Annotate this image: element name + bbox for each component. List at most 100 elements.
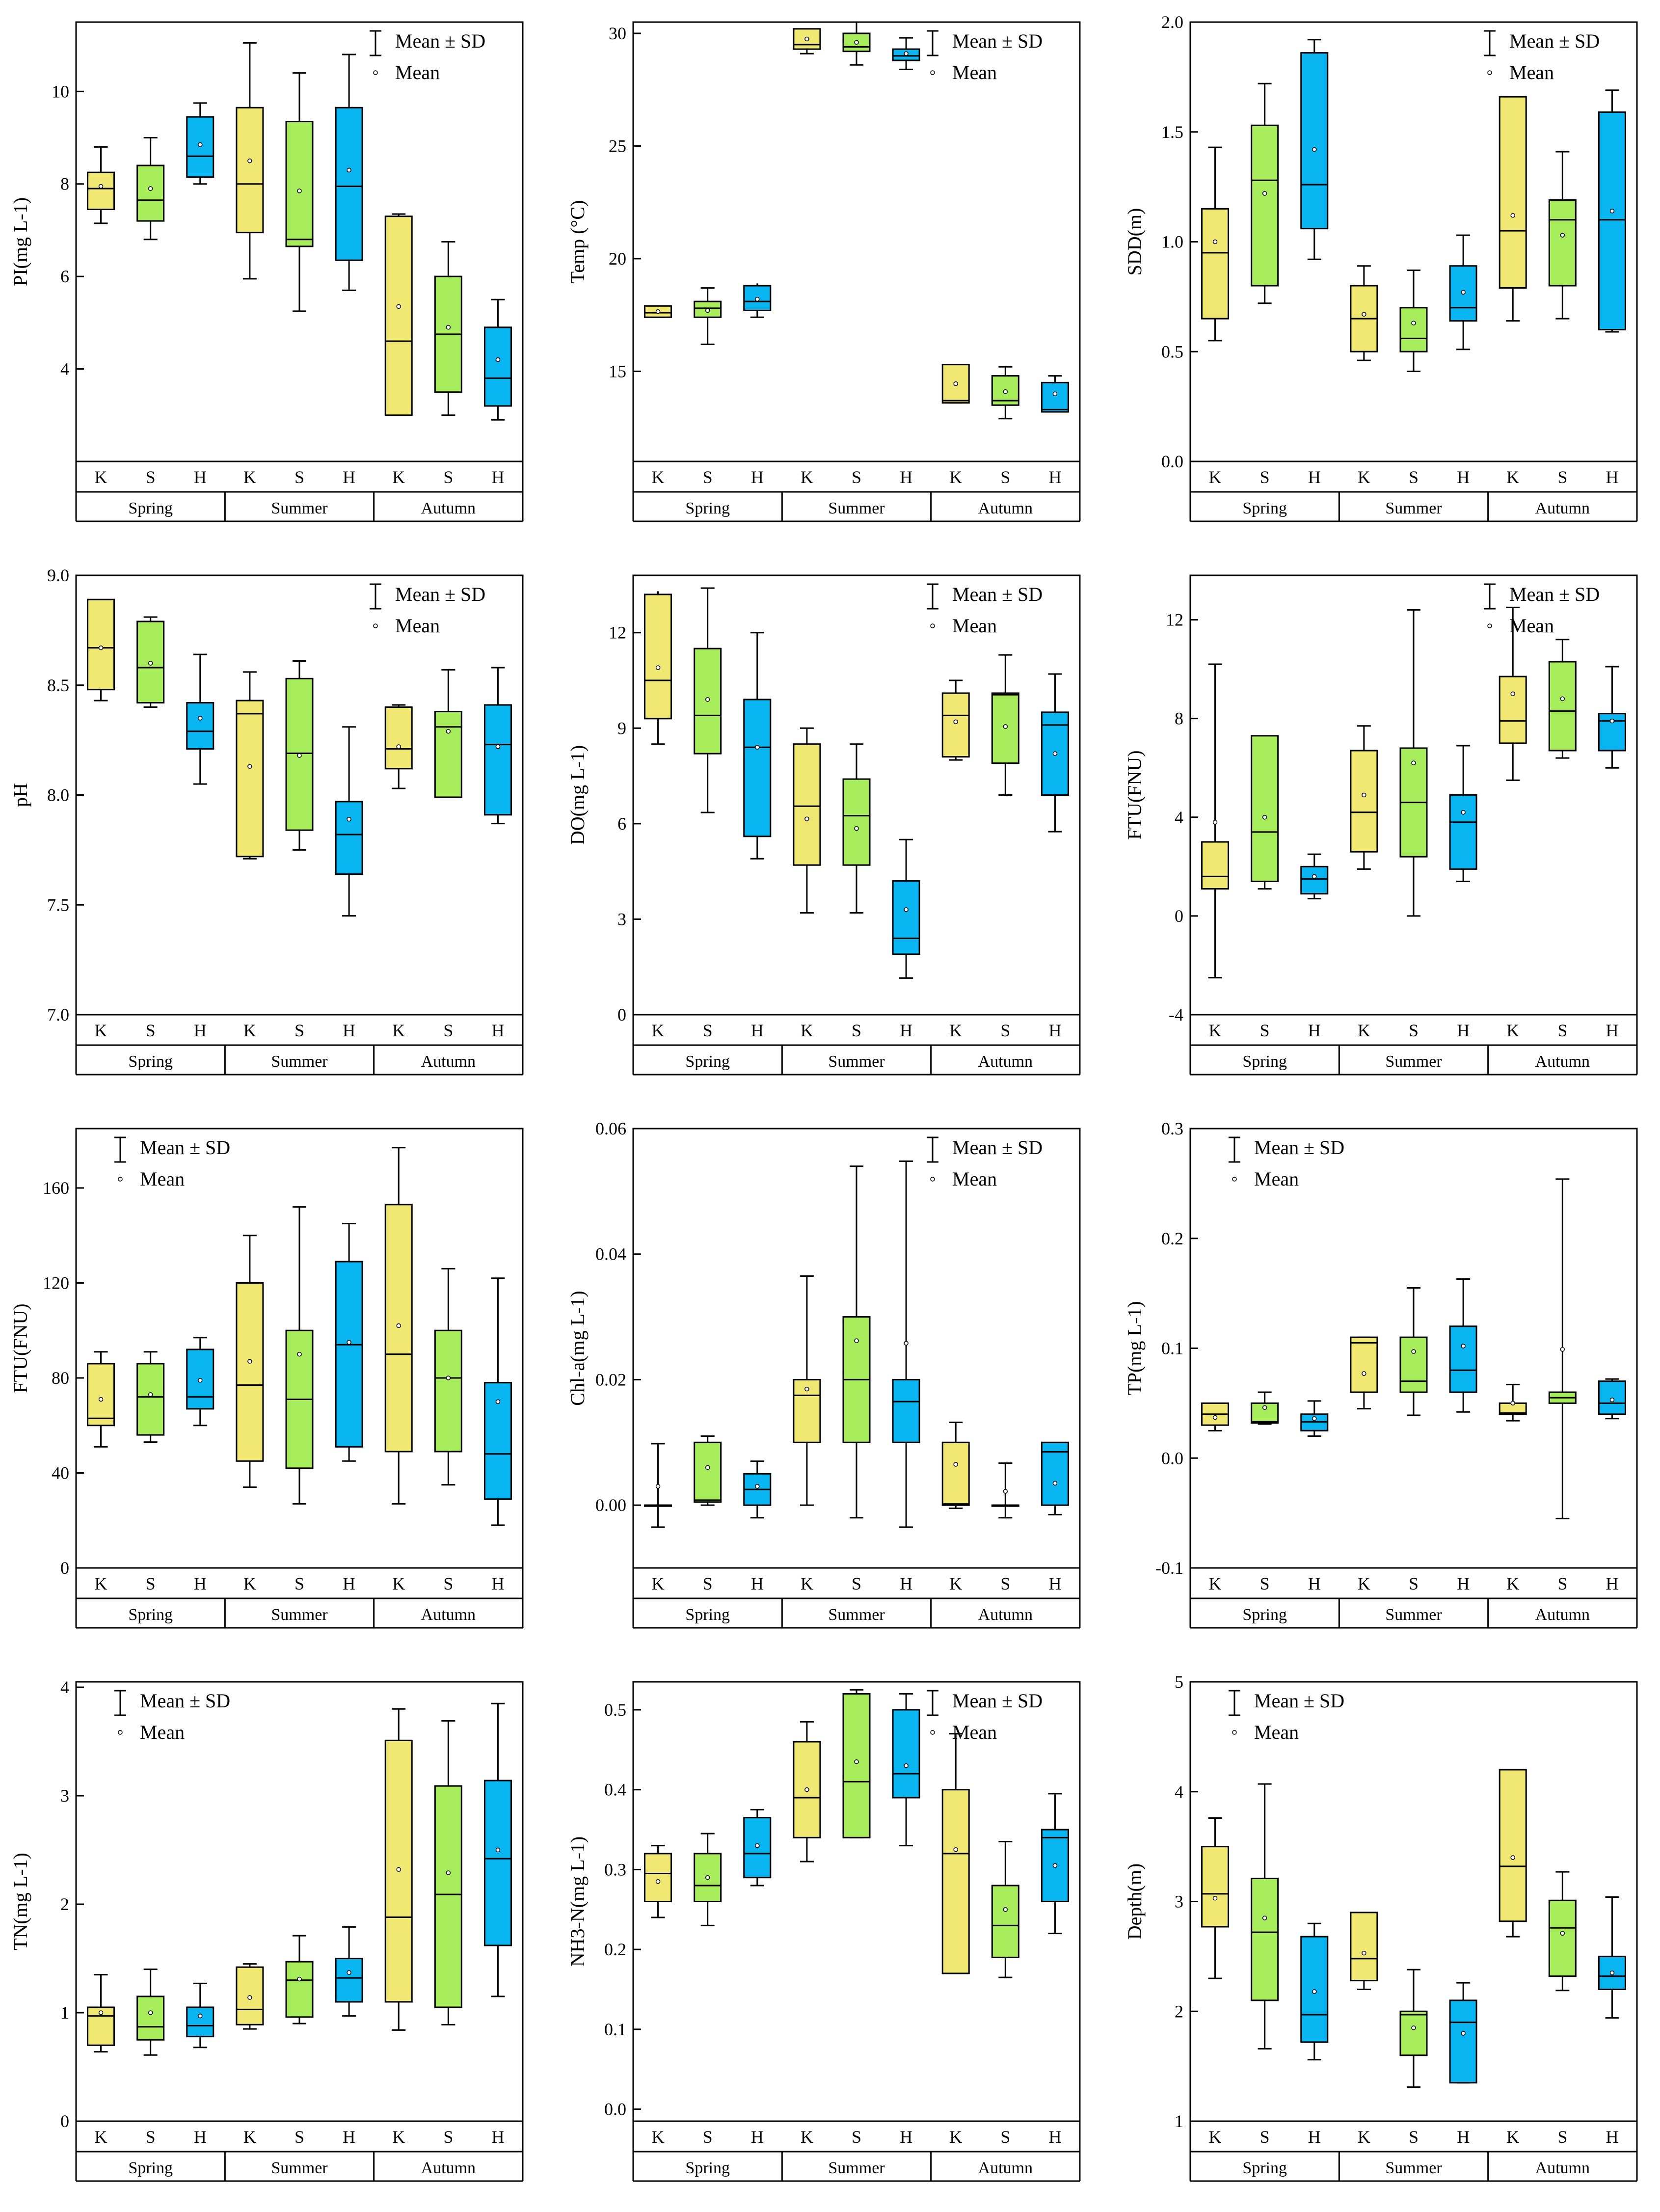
box-body [186, 2006, 214, 2038]
mean-marker [495, 744, 501, 749]
mean-marker [705, 1465, 710, 1470]
mean-marker [1609, 718, 1615, 724]
box-K-Spring [644, 305, 672, 318]
box-body [1350, 1912, 1378, 1982]
category-label: S [1409, 467, 1419, 487]
box-H-Summer [892, 1160, 920, 1528]
group-label: Spring [1242, 2159, 1287, 2177]
y-axis-label: pH [9, 783, 31, 807]
box-body [941, 692, 970, 758]
y-tick-label: -0.1 [1155, 1558, 1183, 1578]
mean-marker [904, 51, 909, 56]
group-label: Spring [128, 499, 173, 517]
y-tick-label: 0.2 [604, 1940, 626, 1959]
plot-frame [632, 1128, 1081, 1569]
mean-marker [655, 1484, 661, 1489]
group-label: Autumn [421, 1052, 476, 1071]
category-label: S [703, 2127, 713, 2147]
legend: Mean ± SD Mean [1229, 1136, 1344, 1190]
y-tick-label: 3 [1175, 1892, 1183, 1912]
y-tick-label: 2 [1175, 2001, 1183, 2021]
box-body [842, 1693, 871, 1838]
box-K-Summer [793, 727, 821, 914]
legend-mean-label: Mean [952, 1721, 997, 1743]
category-label: H [1308, 2127, 1321, 2147]
category-label: K [652, 1574, 665, 1593]
category-label: K [1506, 2127, 1519, 2147]
box-S-Summer [842, 743, 871, 914]
legend-mean-label: Mean [395, 615, 440, 637]
box-S-Spring [694, 587, 722, 813]
y-tick-label: 0.0 [1161, 452, 1183, 471]
box-S-Autumn [991, 1840, 1019, 1978]
box-H-Summer [335, 54, 363, 291]
chart-svg: 0 3 6 9 12 DO(mg L-1) K S H K S H K S H Spring Summer Aut… [566, 574, 1081, 1076]
y-tick-label: 9.0 [47, 566, 69, 585]
box-body [1251, 1878, 1279, 2001]
mean-marker [1052, 391, 1058, 397]
box-body [285, 121, 314, 247]
mean-marker [1609, 1970, 1615, 1975]
chart-svg: 0.0 0.5 1.0 1.5 2.0 SDD(m) K S H K S H K S H Spring Summ… [1124, 12, 1638, 522]
category-label: K [243, 467, 256, 487]
y-tick-label: 12 [609, 623, 626, 643]
y-tick-label: -4 [1169, 1005, 1183, 1025]
mean-marker [247, 158, 252, 163]
category-label: H [491, 1574, 504, 1593]
box-K-Autumn [384, 1708, 413, 2031]
box-body [941, 1441, 970, 1506]
category-label: S [146, 1021, 156, 1040]
y-tick-label: 0.00 [595, 1495, 626, 1515]
category-label: H [1457, 1574, 1470, 1593]
box-body [1548, 199, 1577, 287]
category-label: H [343, 1574, 355, 1593]
y-tick-label: 2 [60, 1894, 69, 1914]
mean-marker [1003, 1907, 1008, 1912]
y-axis-label: Depth(m) [1124, 1863, 1146, 1940]
box-body [644, 593, 672, 720]
legend: Mean ± SD Mean [927, 30, 1043, 83]
group-label: Autumn [1535, 499, 1590, 517]
box-body [1300, 52, 1329, 230]
y-axis-label: NH3-N(mg L-1) [566, 1836, 589, 1967]
mean-marker [347, 816, 351, 822]
box-S-Spring [136, 137, 165, 241]
category-label: H [194, 467, 207, 487]
y-axis-label: PI(mg L-1) [9, 197, 31, 286]
mean-marker [1510, 1855, 1515, 1860]
mean-marker [98, 1397, 104, 1402]
mean-marker [1312, 147, 1317, 152]
plot-frame [75, 1681, 524, 2122]
box-H-Autumn [483, 298, 512, 421]
mean-marker [1003, 724, 1008, 729]
box-H-Summer [335, 1926, 363, 2017]
category-label: S [443, 1574, 453, 1593]
y-tick-label: 120 [43, 1273, 69, 1293]
box-H-Summer [892, 1693, 920, 1847]
box-H-Summer [1449, 1278, 1477, 1413]
plot-frame [1189, 574, 1638, 1016]
box-S-Summer [1399, 1969, 1428, 2088]
legend: Mean ± SD Mean [927, 1690, 1043, 1743]
mean-marker [1262, 191, 1267, 196]
group-label: Spring [685, 499, 730, 517]
mean-marker [247, 764, 252, 769]
legend-mean-symbol [930, 70, 935, 75]
category-label: H [1606, 467, 1618, 487]
box-K-Summer [236, 1235, 264, 1488]
chart-panel-8: 0.00 0.02 0.04 0.06 Chl-a(mg L-1) K S H K S H K S H Sp… [557, 1106, 1102, 1656]
y-axis-label: TP(mg L-1) [1124, 1301, 1146, 1395]
mean-marker [804, 1787, 809, 1792]
box-H-Spring [186, 653, 214, 785]
mean-marker [804, 36, 809, 42]
y-axis-label: FTU(FNU) [1124, 750, 1146, 839]
mean-marker [1560, 1931, 1565, 1936]
legend-sd-label: Mean ± SD [140, 1136, 230, 1159]
mean-marker [655, 1879, 661, 1884]
y-tick-label: 0.5 [604, 1700, 626, 1720]
mean-marker [755, 1484, 760, 1489]
plot-frame [632, 1681, 1081, 2122]
box-body [1041, 381, 1069, 413]
box-H-Autumn [1041, 375, 1069, 413]
category-label: K [392, 1574, 405, 1593]
